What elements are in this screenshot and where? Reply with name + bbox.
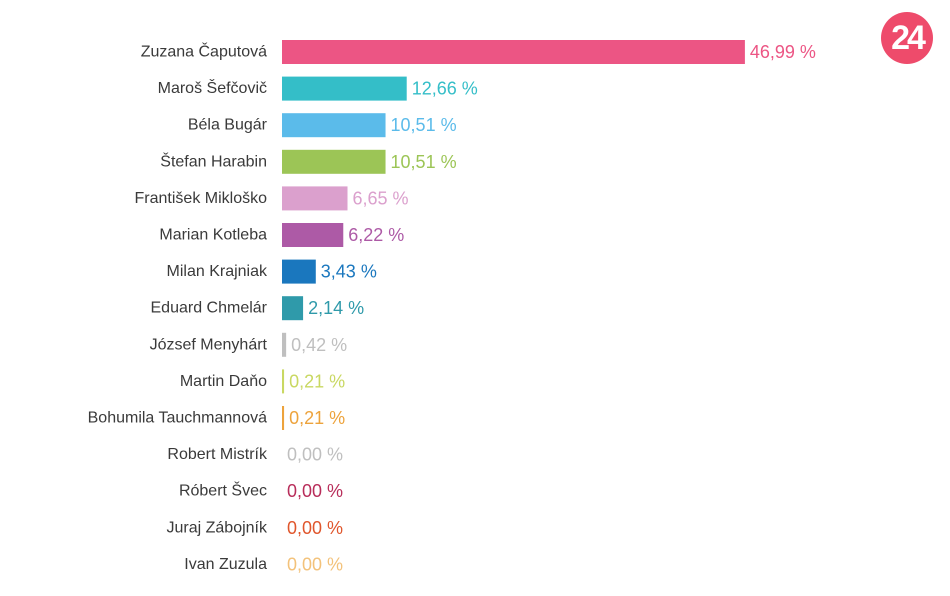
value-label: 2,14 % [308,298,364,318]
value-label: 6,22 % [348,225,404,245]
category-label: Róbert Švec [179,481,267,500]
category-label: Robert Mistrík [167,446,268,463]
category-label: Milan Krajniak [167,263,268,280]
value-label: 12,66 % [412,79,478,99]
value-label: 10,51 % [391,152,457,172]
value-label: 3,43 % [321,262,377,282]
category-label: Martin Daňo [180,373,267,390]
logo-text: 24 [891,18,926,57]
category-label: Eduard Chmelár [151,300,268,317]
category-label: Béla Bugár [188,117,268,134]
value-label: 46,99 % [750,42,816,62]
value-label: 6,65 % [353,188,409,208]
category-label: József Menyhárt [150,336,268,353]
value-label: 10,51 % [391,115,457,135]
value-label: 0,42 % [291,335,347,355]
category-label: Ivan Zuzula [184,556,267,573]
value-label: 0,00 % [287,481,343,501]
value-label: 0,00 % [287,554,343,574]
bar[interactable] [282,113,386,138]
category-label: Maroš Šefčovič [158,78,267,97]
bar[interactable] [282,40,745,64]
category-label: František Mikloško [135,190,268,207]
category-label: Zuzana Čaputová [141,42,267,61]
value-label: 0,00 % [287,518,343,538]
value-label: 0,21 % [289,371,345,391]
bar[interactable] [282,223,344,247]
bar[interactable] [282,186,348,211]
value-label: 0,21 % [289,408,345,428]
bar[interactable] [282,369,285,394]
bar[interactable] [282,76,407,101]
bar[interactable] [282,332,287,357]
brand-logo[interactable]: 24 [881,12,933,64]
category-label: Marian Kotleba [159,227,267,244]
value-label: 0,00 % [287,445,343,465]
category-label: Bohumila Tauchmannová [88,410,267,427]
bar[interactable] [282,296,304,321]
bar[interactable] [282,149,386,174]
bar[interactable] [282,259,316,284]
category-label: Štefan Harabin [160,151,267,170]
bar[interactable] [282,406,285,430]
category-label: Juraj Zábojník [167,519,268,536]
